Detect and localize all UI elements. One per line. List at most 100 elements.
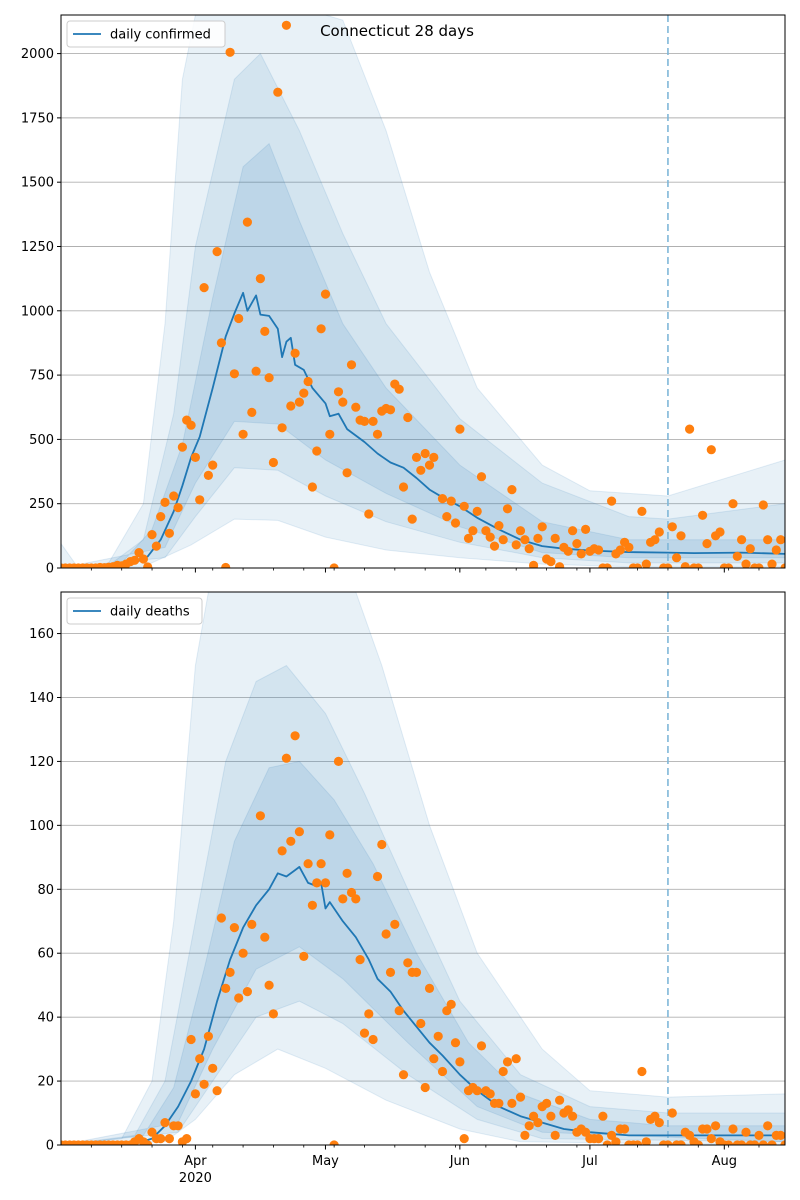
data-point [398,1070,409,1080]
data-point [229,369,239,379]
data-point [160,497,170,507]
deaths-uncertainty-bands [61,592,785,1145]
data-point [637,506,647,516]
data-point [199,1079,209,1089]
data-point [698,510,708,520]
data-point [780,563,785,568]
data-point [489,541,500,551]
data-point [767,559,777,568]
data-point [598,1111,608,1121]
data-point [208,460,218,470]
data-point [355,955,365,965]
data-point [511,1054,521,1064]
confirmed-axes-frame [60,14,786,569]
data-point [745,544,755,554]
data-point [281,20,291,30]
data-point [130,555,140,565]
data-point [542,1098,552,1108]
data-point [754,563,764,568]
data-point [143,562,153,568]
data-point [320,289,331,299]
y-tick-label: 250 [29,497,54,512]
data-point [394,384,404,394]
y-tick-label: 100 [29,819,54,834]
data-point [225,967,235,978]
data-point [594,1134,604,1144]
data-point [303,376,313,387]
data-point [312,878,322,888]
data-point [156,511,166,522]
data-point [555,562,565,568]
data-point [498,1066,508,1077]
data-point [763,535,773,545]
data-point [208,1063,218,1073]
data-point [164,528,174,538]
data-point [594,545,604,555]
data-point [229,923,239,933]
data-point [333,387,344,397]
data-point [437,1066,448,1077]
data-point [767,1140,777,1145]
data-point [320,878,331,888]
data-point [429,452,439,462]
data-point [568,526,578,536]
data-point [381,929,391,939]
y-tick-label: 0 [46,562,54,577]
data-point [529,560,539,568]
data-point [706,1134,716,1144]
data-point [364,1009,374,1019]
data-point [290,731,300,741]
x-tick-label: Jul [581,1154,598,1169]
data-point [576,549,586,559]
data-point [247,407,257,417]
data-point [234,993,244,1003]
data-point [342,868,352,878]
y-tick-label: 160 [29,627,54,642]
data-point [173,1121,183,1131]
data-point [203,470,213,480]
data-point [663,1140,673,1145]
confirmed-x-axis [90,568,760,573]
y-tick-label: 140 [29,691,54,706]
data-point [264,373,274,383]
data-point [372,871,383,882]
data-point [134,548,144,558]
data-point [416,1018,426,1029]
band-outer [61,592,785,1145]
data-point [147,530,157,540]
data-point [190,1089,200,1099]
data-point [143,1140,153,1145]
y-tick-label: 1750 [21,111,54,126]
data-point [351,894,361,904]
data-point [693,563,703,568]
deaths-series-line [61,866,785,1145]
data-point [342,468,352,478]
data-point [173,503,183,513]
x-tick-label: May [312,1154,339,1169]
data-point [234,313,244,324]
data-point [273,87,283,97]
data-point [424,460,435,470]
data-point [572,539,582,549]
data-point [359,416,370,426]
data-point [776,535,785,545]
data-point [294,827,304,837]
data-point [329,563,339,568]
data-point [780,1140,785,1145]
data-point [455,1057,465,1067]
data-point [247,919,257,930]
deaths-plot-area [61,592,785,1145]
data-point [177,442,187,452]
y-tick-label: 80 [37,883,54,898]
y-tick-label: 500 [29,433,54,448]
data-point [741,1127,751,1137]
data-point [251,366,261,376]
data-point [338,397,348,407]
band-outer [61,15,785,568]
data-point [429,1054,439,1064]
data-point [242,987,252,997]
data-point [277,846,287,856]
data-point [758,1140,768,1145]
data-point [776,1130,785,1140]
data-point [732,551,742,562]
